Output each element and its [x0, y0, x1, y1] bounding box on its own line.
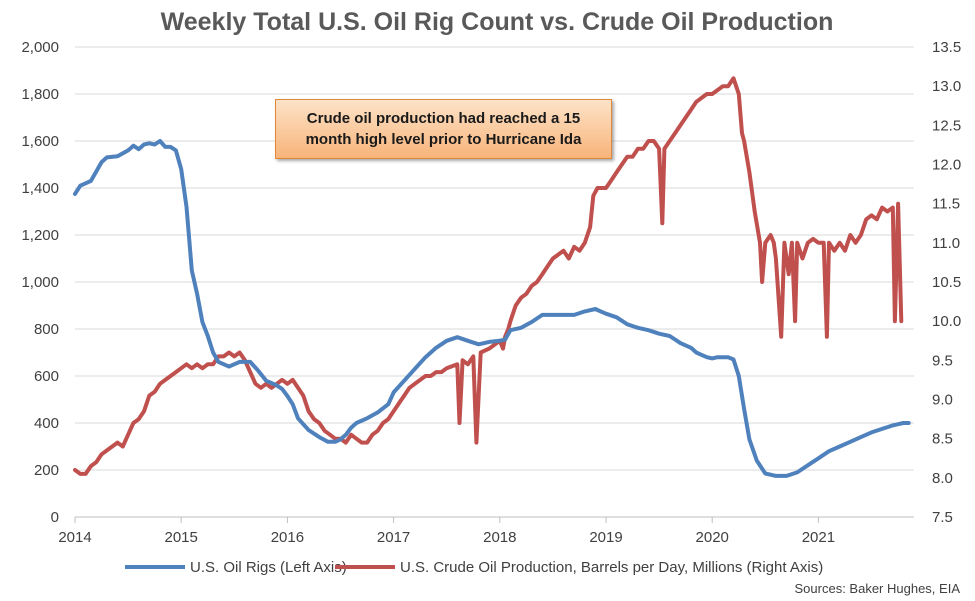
- y-right-tick-label: 12.0: [932, 157, 961, 174]
- y-right-tick-label: 8.5: [932, 431, 953, 448]
- left-axis-ticks: 0 200 400 600 800 1,000 1,200 1,400 1,600 1,800 2,…: [21, 39, 59, 526]
- x-tick-label: 2021: [802, 529, 835, 546]
- y-left-tick-label: 800: [34, 321, 59, 338]
- y-right-tick-label: 11.5: [932, 196, 960, 213]
- source-note: Sources: Baker Hughes, EIA: [795, 581, 961, 596]
- y-left-tick-label: 1,400: [21, 180, 59, 197]
- y-right-tick-label: 12.5: [932, 117, 961, 134]
- series-line-oil-rigs: [73, 139, 911, 478]
- x-tick-label: 2014: [58, 529, 91, 546]
- legend: U.S. Oil Rigs (Left Axis) U.S. Crude Oil…: [125, 559, 823, 576]
- annotation-text: Crude oil production had reached a 15 mo…: [305, 110, 582, 148]
- y-left-tick-label: 0: [51, 509, 59, 526]
- gridlines: [75, 46, 914, 471]
- y-right-tick-label: 13.5: [932, 39, 961, 56]
- y-left-tick-label: 1,000: [21, 274, 59, 291]
- annotation-callout: Crude oil production had reached a 15 mo…: [275, 99, 612, 159]
- y-right-tick-label: 8.0: [932, 470, 953, 487]
- legend-label-crude-production: U.S. Crude Oil Production, Barrels per D…: [400, 559, 823, 576]
- y-left-tick-label: 200: [34, 462, 59, 479]
- y-left-tick-label: 1,600: [21, 133, 59, 150]
- right-axis-ticks: 7.5 8.0 8.5 9.0 9.5 10.0 10.5 11.0 11.5 12.0 12.5 1…: [932, 39, 961, 526]
- x-tick-label: 2016: [271, 529, 304, 546]
- y-right-tick-label: 11.0: [932, 235, 960, 252]
- y-left-tick-label: 400: [34, 415, 59, 432]
- x-tick-label: 2018: [483, 529, 516, 546]
- y-right-tick-label: 10.5: [932, 274, 961, 291]
- y-left-tick-label: 2,000: [21, 39, 59, 56]
- y-right-tick-label: 9.5: [932, 352, 953, 369]
- chart-title: Weekly Total U.S. Oil Rig Count vs. Crud…: [161, 8, 834, 36]
- y-left-tick-label: 1,800: [21, 86, 59, 103]
- y-left-tick-label: 600: [34, 368, 59, 385]
- x-tick-label: 2015: [165, 529, 198, 546]
- x-tick-label: 2017: [377, 529, 410, 546]
- x-axis: 2014 2015 2016 2017 2018 2019 2020 2021: [58, 516, 914, 546]
- legend-label-oil-rigs: U.S. Oil Rigs (Left Axis): [190, 559, 347, 576]
- x-tick-label: 2019: [589, 529, 622, 546]
- y-right-tick-label: 10.0: [932, 313, 961, 330]
- y-right-tick-label: 7.5: [932, 509, 953, 526]
- x-tick-label: 2020: [696, 529, 729, 546]
- series-line-crude-production: [73, 76, 904, 476]
- y-right-tick-label: 9.0: [932, 392, 953, 409]
- series-lines: [73, 76, 911, 478]
- y-left-tick-label: 1,200: [21, 227, 59, 244]
- y-right-tick-label: 13.0: [932, 78, 961, 95]
